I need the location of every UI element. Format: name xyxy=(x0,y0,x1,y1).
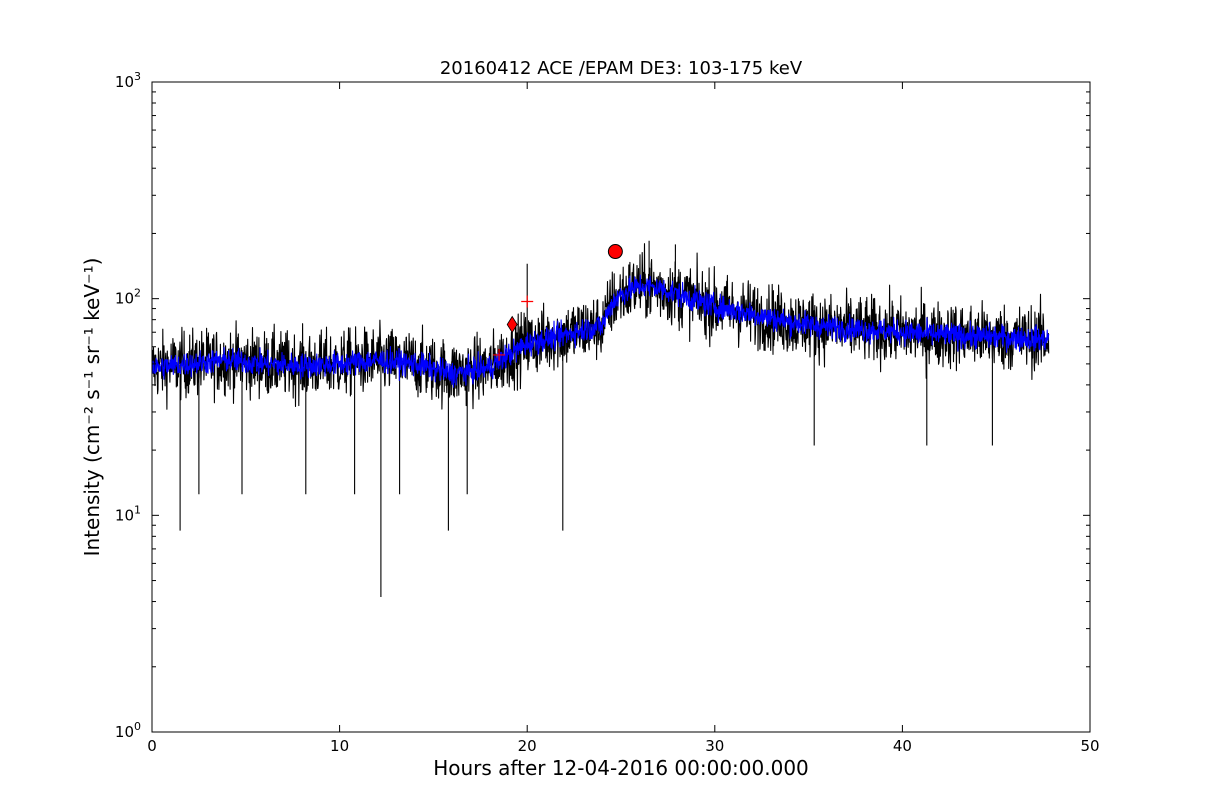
diamond-marker-1 xyxy=(506,315,518,334)
x-tick-label-3: 30 xyxy=(705,737,724,755)
y-tick-label-1: 101 xyxy=(115,503,141,524)
x-tick-label-5: 50 xyxy=(1080,737,1099,755)
plot-frame xyxy=(151,81,1091,733)
x-tick-label-1: 10 xyxy=(330,737,349,755)
y-tick-label-3: 103 xyxy=(115,70,141,91)
x-tick-label-2: 20 xyxy=(518,737,537,755)
plus-marker-0 xyxy=(493,348,506,361)
circle-marker-3 xyxy=(607,244,623,260)
chart-title: 20160412 ACE /EPAM DE3: 103-175 keV xyxy=(440,58,803,79)
x-tick-label-4: 40 xyxy=(893,737,912,755)
series-line-0 xyxy=(152,240,1050,597)
y-tick-label-0: 100 xyxy=(115,720,141,741)
x-tick-label-0: 0 xyxy=(147,737,157,755)
series-layer xyxy=(152,240,1050,597)
y-tick-label-2: 102 xyxy=(115,287,141,308)
x-axis-label: Hours after 12-04-2016 00:00:00.000 xyxy=(433,756,809,780)
plus-marker-2 xyxy=(521,295,534,308)
tick-layer: 0 10 20 30 40 50 100 101 102 103 xyxy=(115,70,1100,755)
y-axis-label: Intensity (cm⁻² s⁻¹ sr⁻¹ keV⁻¹) xyxy=(80,258,104,557)
marker-layer xyxy=(493,244,623,361)
series-line-1 xyxy=(152,274,1050,388)
